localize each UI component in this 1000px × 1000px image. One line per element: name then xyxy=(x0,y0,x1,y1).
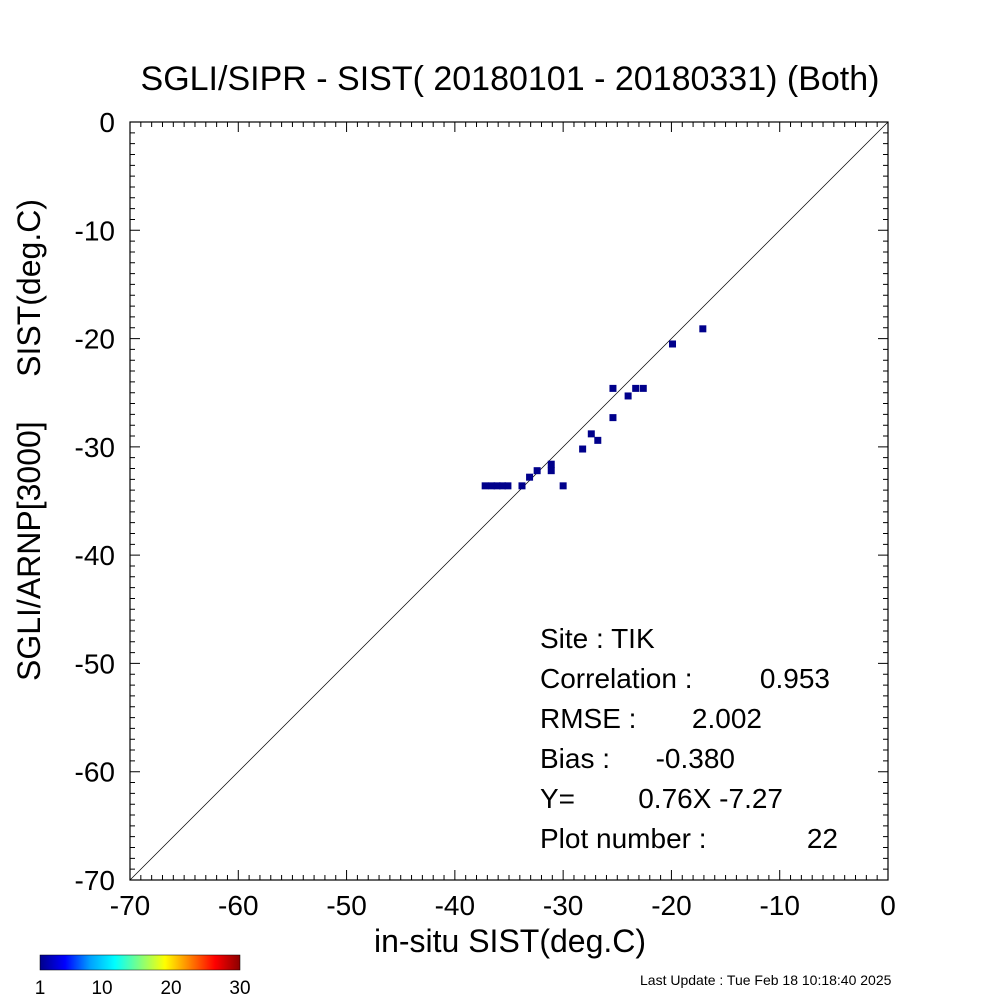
data-point xyxy=(699,325,707,333)
colorbar-tick-label: 30 xyxy=(229,978,250,999)
x-tick-label: 0 xyxy=(880,890,896,921)
stat-label: Bias : xyxy=(540,743,610,774)
one-to-one-line xyxy=(129,121,889,881)
last-update-text: Last Update : Tue Feb 18 10:18:40 2025 xyxy=(640,972,892,988)
data-point xyxy=(609,384,617,392)
data-point xyxy=(493,482,501,490)
data-point xyxy=(632,384,640,392)
x-tick-label: -60 xyxy=(218,890,258,921)
y-tick-label: -10 xyxy=(75,215,115,246)
colorbar-tick-label: 20 xyxy=(160,978,181,999)
colorbar-tick-label: 10 xyxy=(91,978,112,999)
data-point xyxy=(639,384,647,392)
data-point xyxy=(504,482,512,490)
data-point xyxy=(547,467,555,475)
statistics-box: Site : TIK Correlation : 0.953 RMSE : 2.002 B… xyxy=(540,623,838,854)
x-tick-label: -10 xyxy=(759,890,799,921)
x-axis-title: in-situ SIST(deg.C) xyxy=(374,923,646,959)
stat-value: 0.953 xyxy=(760,663,830,694)
data-point xyxy=(624,392,632,400)
data-point xyxy=(587,430,595,438)
x-tick-label: -30 xyxy=(543,890,583,921)
x-tick-label: -20 xyxy=(651,890,691,921)
x-tick-label: -50 xyxy=(326,890,366,921)
chart-title: SGLI/SIPR - SIST( 20180101 - 20180331) (… xyxy=(141,60,880,98)
data-point xyxy=(594,436,602,444)
data-point xyxy=(488,482,496,490)
y-tick-label: -30 xyxy=(75,432,115,463)
data-point xyxy=(559,482,567,490)
x-tick-label: -70 xyxy=(110,890,150,921)
y-tick-label: 0 xyxy=(99,107,115,138)
data-point xyxy=(533,467,541,475)
y-tick-label: -40 xyxy=(75,540,115,571)
data-point xyxy=(669,340,677,348)
stat-value: 0.76X -7.27 xyxy=(638,783,783,814)
stat-label: RMSE : xyxy=(540,703,636,734)
stat-label: Y= xyxy=(540,783,575,814)
plot-area: -70 -60 -50 -40 -30 -20 -10 0 -70 -60 -50 -40 -30 -20… xyxy=(75,107,896,921)
stat-value: 2.002 xyxy=(692,703,762,734)
data-point xyxy=(579,445,587,453)
x-tick-label: -40 xyxy=(435,890,475,921)
y-tick-label: -70 xyxy=(75,865,115,896)
data-point xyxy=(547,460,555,468)
y-tick-label: -20 xyxy=(75,324,115,355)
colorbar-tick-label: 1 xyxy=(35,978,46,999)
stat-value: -0.380 xyxy=(656,743,735,774)
y-axis-title: SGLI/ARNP[3000] SIST(deg.C) xyxy=(11,199,47,681)
data-point xyxy=(609,414,617,422)
stat-label: Site : TIK xyxy=(540,623,655,654)
colorbar-gradient xyxy=(39,954,241,971)
data-point xyxy=(526,473,534,481)
stat-label: Correlation : xyxy=(540,663,693,694)
y-tick-label: -60 xyxy=(75,757,115,788)
axis-ticks xyxy=(129,121,889,881)
stat-label: Plot number : xyxy=(540,823,707,854)
data-point xyxy=(518,482,526,490)
colorbar: 1 10 20 30 xyxy=(35,954,251,999)
data-point xyxy=(499,482,507,490)
data-point xyxy=(481,482,489,490)
y-tick-label: -50 xyxy=(75,648,115,679)
stat-value: 22 xyxy=(807,823,838,854)
